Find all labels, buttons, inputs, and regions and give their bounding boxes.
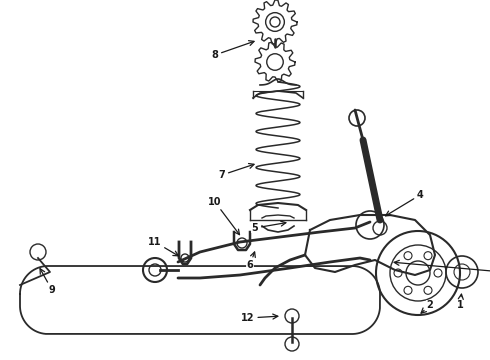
Text: 6: 6 [246, 252, 255, 270]
Text: 2: 2 [421, 300, 433, 313]
Text: 1: 1 [457, 294, 464, 310]
Text: 11: 11 [148, 237, 178, 256]
Text: 8: 8 [212, 41, 254, 60]
Text: 9: 9 [40, 269, 55, 295]
Text: 5: 5 [252, 221, 286, 233]
Text: 12: 12 [241, 313, 278, 323]
Text: 7: 7 [219, 163, 254, 180]
Text: 3: 3 [394, 260, 490, 290]
Text: 10: 10 [208, 197, 240, 235]
Text: 4: 4 [386, 190, 423, 216]
